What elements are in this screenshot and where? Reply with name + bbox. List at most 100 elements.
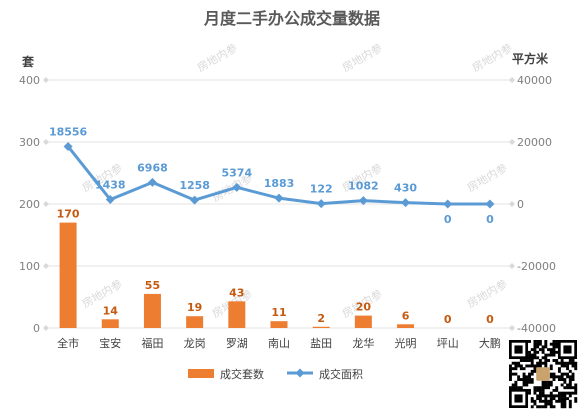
left-tick-mark [43, 263, 49, 269]
qr-module [538, 361, 542, 365]
qr-module [509, 378, 512, 381]
left-tick-mark [43, 139, 49, 145]
right-tick-mark [509, 139, 515, 145]
line-point-宝安 [105, 195, 115, 205]
qr-module [568, 386, 572, 390]
qr-module [541, 361, 545, 365]
qr-module [541, 345, 545, 349]
qr-module [533, 369, 537, 373]
qr-module [547, 383, 550, 387]
qr-module [549, 394, 553, 398]
qr-module [555, 394, 559, 398]
qr-module [509, 375, 512, 379]
qr-code [507, 338, 579, 410]
qr-module [544, 340, 548, 343]
category-label: 坪山 [437, 337, 459, 350]
left-tick-label: 200 [19, 198, 40, 211]
qr-module [568, 359, 572, 362]
qr-module [541, 380, 545, 384]
qr-module [557, 361, 561, 365]
qr-module [568, 399, 572, 403]
line-value-label: 5374 [222, 166, 253, 179]
qr-module [574, 386, 578, 390]
qr-module [571, 375, 575, 379]
qr-module [557, 378, 561, 381]
qr-module [552, 375, 556, 379]
qr-module [533, 386, 537, 390]
category-label: 福田 [141, 336, 163, 350]
qr-module [552, 359, 556, 362]
qr-module [541, 386, 545, 390]
qr-module [519, 359, 523, 362]
line-point-坪山 [443, 199, 453, 209]
left-axis-unit: 套 [21, 54, 35, 69]
left-tick-label: 100 [19, 260, 40, 273]
qr-module [533, 356, 537, 360]
qr-module [568, 375, 572, 379]
qr-module [525, 375, 529, 379]
qr-module [560, 359, 564, 362]
qr-module [509, 367, 512, 371]
qr-module [557, 399, 561, 403]
qr-module [541, 391, 545, 395]
qr-module [528, 391, 531, 395]
qr-module [533, 350, 537, 354]
qr-module [517, 364, 521, 368]
qr-module [552, 342, 556, 346]
bar-value-label: 43 [229, 286, 244, 299]
watermark-1: 房地内参 [340, 40, 385, 74]
qr-module [519, 364, 523, 368]
right-tick-mark [509, 325, 515, 331]
qr-module [566, 367, 570, 371]
legend: 成交套数 成交面积 [188, 367, 363, 381]
bar-光明 [397, 324, 415, 328]
qr-module [544, 380, 548, 384]
qr-module [552, 388, 556, 392]
qr-module [568, 391, 572, 395]
qr-module [544, 353, 548, 357]
bar-value-label: 0 [444, 313, 452, 326]
qr-module [557, 369, 561, 373]
qr-module [549, 348, 553, 352]
right-tick-label: -20000 [517, 260, 556, 273]
right-tick-mark [509, 263, 515, 269]
qr-module [514, 380, 518, 384]
line-value-label: 122 [310, 183, 333, 196]
bar-value-label: 20 [356, 301, 372, 314]
qr-module [568, 369, 572, 373]
bar-value-label: 2 [317, 312, 325, 325]
qr-module [547, 402, 550, 406]
qr-module [544, 399, 548, 403]
line-point-全市 [63, 141, 73, 151]
qr-module [549, 399, 553, 403]
qr-module [533, 364, 537, 368]
qr-module [530, 372, 534, 376]
qr-module [547, 399, 550, 403]
right-tick-label: 0 [517, 198, 524, 211]
category-label: 罗湖 [226, 337, 248, 350]
qr-module [528, 375, 531, 379]
qr-module [514, 386, 518, 390]
qr-module [528, 353, 531, 357]
qr-module [560, 375, 564, 379]
qr-module [528, 364, 531, 368]
qr-module [547, 394, 550, 398]
qr-module [549, 364, 553, 368]
qr-module [533, 402, 537, 406]
qr-module [547, 380, 550, 384]
qr-module [568, 383, 572, 387]
qr-module [560, 402, 564, 406]
qr-module [544, 361, 548, 365]
qr-module [571, 359, 575, 362]
qr-module [571, 391, 575, 395]
qr-module [533, 399, 537, 403]
line-point-盐田 [316, 199, 326, 209]
right-tick-mark [509, 201, 515, 207]
qr-module [555, 399, 559, 403]
qr-module [547, 359, 550, 362]
qr-module [511, 386, 515, 390]
qr-module [533, 391, 537, 395]
qr-module [530, 399, 534, 403]
qr-module [560, 383, 564, 387]
qr-module [566, 372, 570, 376]
